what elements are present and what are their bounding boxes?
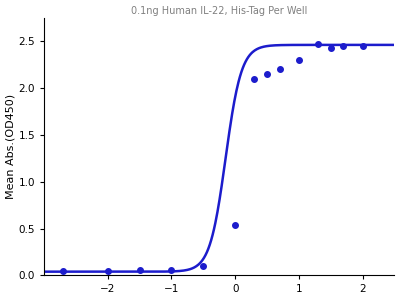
Y-axis label: Mean Abs.(OD450): Mean Abs.(OD450) <box>6 94 16 199</box>
Point <box>168 267 175 272</box>
Point <box>359 44 366 48</box>
Point <box>264 71 270 76</box>
Point <box>276 67 283 72</box>
Point <box>340 44 347 48</box>
Point <box>104 268 111 273</box>
Point <box>60 268 66 273</box>
Point <box>328 45 334 50</box>
Point <box>296 58 302 62</box>
Point <box>315 42 321 46</box>
Point <box>232 222 238 227</box>
Point <box>251 76 258 81</box>
Title: 0.1ng Human IL-22, His-Tag Per Well: 0.1ng Human IL-22, His-Tag Per Well <box>131 6 308 16</box>
Point <box>200 264 206 268</box>
Point <box>136 267 143 272</box>
